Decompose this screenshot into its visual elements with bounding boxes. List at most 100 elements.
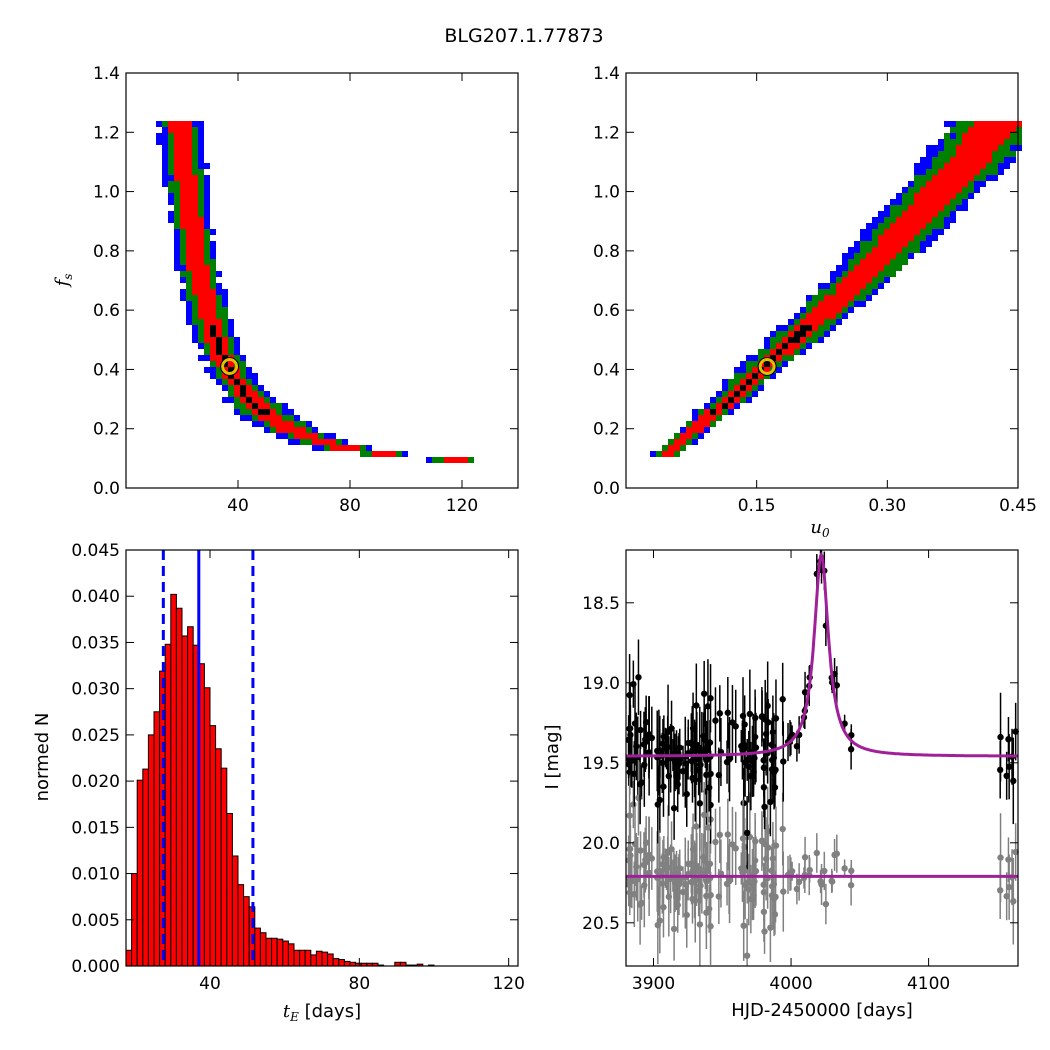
tE-fs-cell — [210, 271, 216, 277]
tE-fs-cell — [186, 199, 192, 205]
tE-fs-cell — [180, 271, 186, 277]
light-curve-panel: 3900 4000 4100 18.5 19.0 19.5 20.0 20.5 I [mag]… — [542, 549, 1019, 1021]
data-point — [1005, 736, 1012, 743]
u0-fs-cell — [848, 271, 854, 277]
tE-fs-cell — [204, 181, 210, 187]
residual-point — [780, 888, 787, 895]
u0-fs-cell — [986, 145, 992, 151]
u0-fs-cell — [974, 151, 980, 157]
u0-fs-cell — [938, 175, 944, 181]
u0-fs-cell — [974, 175, 980, 181]
residual-point — [660, 904, 667, 911]
u0-fs-cell — [770, 343, 776, 349]
tE-fs-cell — [258, 397, 264, 403]
residual-point — [1003, 893, 1010, 900]
u0-fs-cell — [962, 157, 968, 163]
tE-fs-cell — [204, 289, 210, 295]
tE-fs-cell — [192, 283, 198, 289]
tE-fs-cell — [204, 319, 210, 325]
u0-fs-cell — [830, 271, 836, 277]
tE-fs-cell — [192, 301, 198, 307]
residual-point — [1005, 856, 1012, 863]
u0-fs-cell — [854, 301, 860, 307]
tE-fs-cell — [294, 433, 300, 439]
u0-fs-cell — [872, 229, 878, 235]
tE-fs-cell — [174, 265, 180, 271]
tE-fs-cell — [210, 343, 216, 349]
residual-point — [645, 869, 653, 877]
u0-fs-cell — [902, 241, 908, 247]
tE-hist-ytick-label: 0.025 — [71, 726, 120, 746]
u0-fs-cell — [926, 241, 932, 247]
u0-fs-cell — [746, 385, 752, 391]
residual-point — [779, 825, 786, 833]
u0-fs-cell — [692, 439, 698, 445]
u0-fs-cell — [1004, 163, 1010, 169]
lc-ytick-label: 20.0 — [582, 834, 620, 854]
u0-fs-cell — [1010, 145, 1016, 151]
u0-fs-cell — [950, 193, 956, 199]
tE-fs-cell — [198, 337, 204, 343]
u0-fs-cell — [890, 247, 896, 253]
data-point — [746, 710, 754, 718]
u0-fs-cell — [932, 145, 938, 151]
residual-point — [704, 824, 712, 831]
u0-fs-cell — [818, 331, 824, 337]
data-point — [1003, 772, 1010, 780]
u0-fs-cell — [956, 175, 962, 181]
u0-fs-cell — [1004, 157, 1010, 163]
tE-fs-cell — [222, 301, 228, 307]
u0-fs-cell — [962, 199, 968, 205]
u0-fs-cell — [860, 283, 866, 289]
u0-fs-cell — [830, 325, 836, 331]
tE-fs-cell — [444, 457, 450, 463]
data-point — [732, 723, 739, 730]
tE-fs-cell — [174, 247, 180, 253]
tE-hist-ytick-label: 0.020 — [71, 772, 120, 792]
u0-fs-cell — [704, 409, 710, 415]
u0-fs-cell — [962, 121, 968, 127]
tE-fs-cell — [318, 433, 324, 439]
u0-fs-cell — [704, 427, 710, 433]
u0-fs-cell — [896, 247, 902, 253]
tE-fs-cell — [210, 349, 216, 355]
data-point — [780, 758, 787, 765]
tE-fs-cell — [180, 181, 186, 187]
u0-fs-cell — [668, 451, 674, 457]
tE-fs-cell — [216, 355, 222, 361]
u0-fs-cell — [890, 217, 896, 223]
tE-fs-cell — [222, 331, 228, 337]
tE-fs-cell — [210, 361, 216, 367]
tE-fs-cell — [210, 253, 216, 259]
u0-fs-cell — [968, 127, 974, 133]
tE-fs-cell — [168, 175, 174, 181]
hjd-axis-label: HJD-2450000 [days] — [731, 1000, 913, 1021]
tE-fs-cell — [174, 253, 180, 259]
u0-fs-cell — [950, 217, 956, 223]
u0-fs-cell — [818, 295, 824, 301]
u0-fs-cell — [680, 433, 686, 439]
tE-fs-cell — [204, 307, 210, 313]
u0-fs-cell — [854, 247, 860, 253]
u0-fs-cell — [992, 169, 998, 175]
u0-fs-cell — [782, 361, 788, 367]
tE-fs-cell — [198, 307, 204, 313]
tE-fs-panel: 40 80 120 0.0 0.2 0.4 0.6 0.8 1.0 1.2 1.4 fs — [52, 64, 519, 516]
u0-fs-cell — [896, 253, 902, 259]
tE-hist-ytick-label: 0.015 — [71, 818, 120, 838]
data-point — [674, 781, 681, 788]
data-point — [633, 743, 640, 750]
tE-fs-xtick-label: 80 — [339, 496, 361, 516]
u0-fs-cell — [872, 259, 878, 265]
u0-fs-cell — [938, 145, 944, 151]
tE-fs-cell — [174, 223, 180, 229]
residual-point — [1012, 848, 1019, 856]
u0-fs-cell — [938, 223, 944, 229]
u0-fs-cell — [968, 193, 974, 199]
histogram-bar — [147, 734, 155, 967]
u0-fs-cell — [866, 271, 872, 277]
u0-fs-cell — [884, 229, 890, 235]
u0-fs-cell — [968, 169, 974, 175]
u0-fs-cell — [848, 277, 854, 283]
u0-fs-cell — [968, 175, 974, 181]
